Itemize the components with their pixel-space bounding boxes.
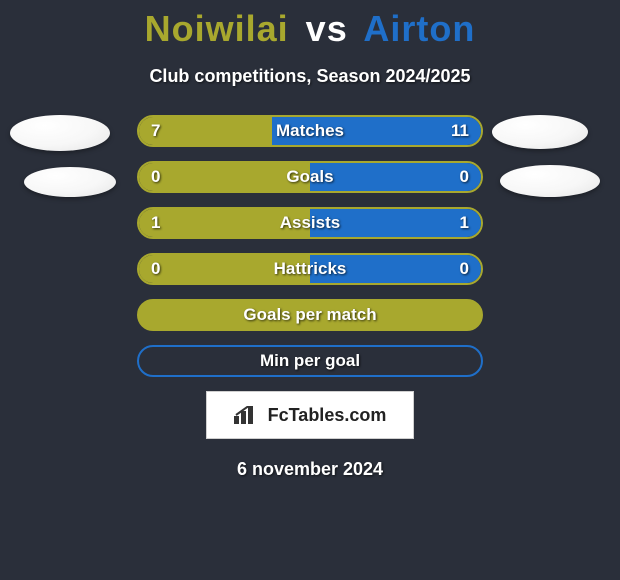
stat-fill-right (310, 163, 481, 191)
stat-value-right: 11 (451, 121, 469, 141)
stat-value-left: 7 (151, 121, 160, 141)
stat-value-right: 0 (460, 167, 469, 187)
stat-value-right: 0 (460, 259, 469, 279)
player-ball-icon (24, 167, 116, 197)
stat-row: 00Hattricks (137, 253, 483, 285)
footer-date: 6 november 2024 (0, 459, 620, 480)
fctables-logo-icon (234, 406, 260, 424)
subtitle: Club competitions, Season 2024/2025 (0, 66, 620, 87)
source-badge-text: FcTables.com (268, 405, 387, 426)
stat-row: Goals per match (137, 299, 483, 331)
stat-fill-right (310, 209, 481, 237)
stat-row: 711Matches (137, 115, 483, 147)
player1-name: Noiwilai (145, 8, 289, 49)
player-ball-icon (500, 165, 600, 197)
stat-value-left: 0 (151, 167, 160, 187)
player-ball-icon (492, 115, 588, 149)
stat-fill-left (139, 163, 310, 191)
player-ball-icon (10, 115, 110, 151)
stat-row: 11Assists (137, 207, 483, 239)
stat-fill-right (272, 117, 481, 145)
stat-label: Min per goal (139, 347, 481, 375)
page-title: Noiwilai vs Airton (0, 0, 620, 50)
vs-text: vs (306, 8, 348, 49)
stat-value-left: 1 (151, 213, 160, 233)
comparison-chart: 711Matches00Goals11Assists00HattricksGoa… (0, 115, 620, 377)
stat-fill-right (310, 255, 481, 283)
stat-row: 00Goals (137, 161, 483, 193)
player2-name: Airton (363, 8, 475, 49)
stat-label: Goals per match (139, 301, 481, 329)
stat-value-right: 1 (460, 213, 469, 233)
stat-fill-left (139, 209, 310, 237)
stat-value-left: 0 (151, 259, 160, 279)
stat-row: Min per goal (137, 345, 483, 377)
source-badge: FcTables.com (206, 391, 414, 439)
stat-fill-left (139, 255, 310, 283)
